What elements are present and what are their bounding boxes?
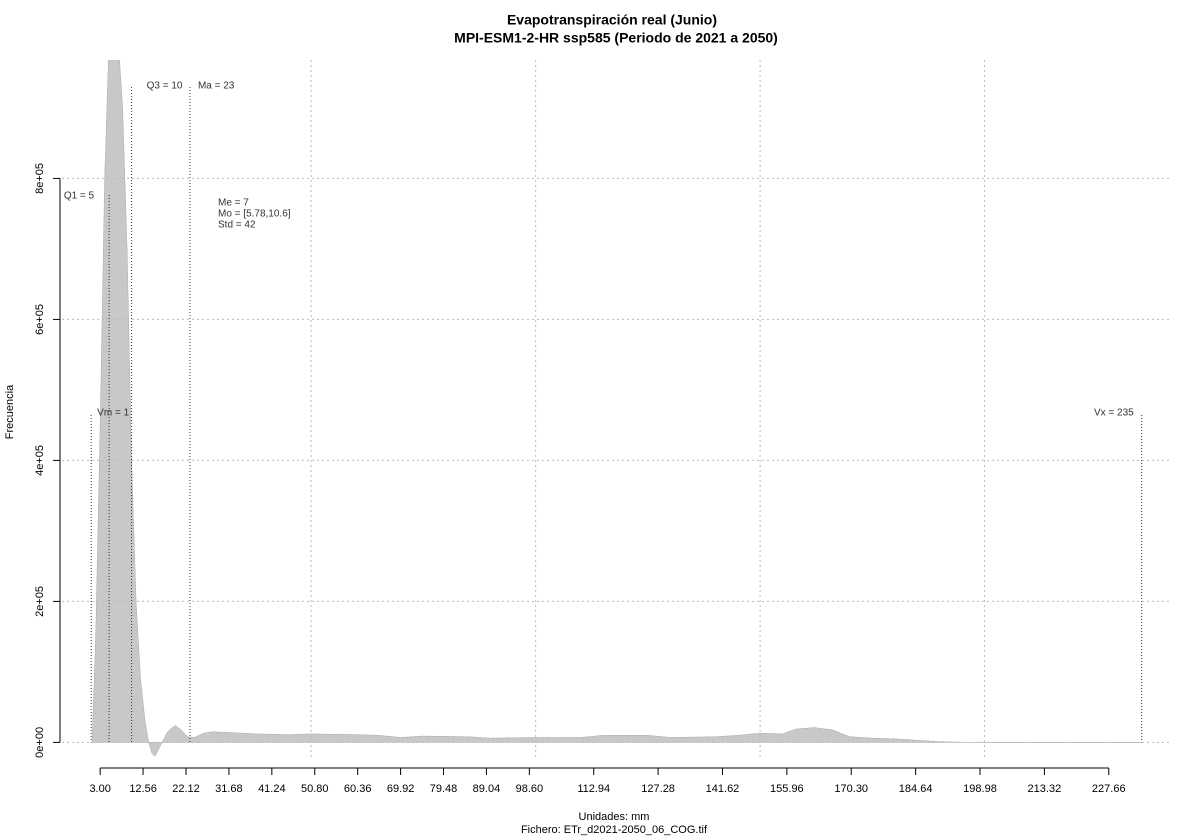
x-tick-label: 22.12 <box>172 783 200 795</box>
x-tick-label: 98.60 <box>516 783 544 795</box>
stat-label: Std = 42 <box>218 220 256 231</box>
x-tick-label: 198.98 <box>963 783 997 795</box>
x-tick-label: 3.00 <box>89 783 110 795</box>
y-axis-label: Frecuencia <box>4 384 16 439</box>
x-tick-label: 12.56 <box>129 783 157 795</box>
x-tick-label: 89.04 <box>473 783 501 795</box>
density-area <box>91 60 1142 757</box>
marker-label: Vm = 1 <box>97 408 129 419</box>
marker-label: Q3 = 10 <box>147 81 183 92</box>
x-tick-label: 127.28 <box>641 783 675 795</box>
chart-subtitle: MPI-ESM1-2-HR ssp585 (Periodo de 2021 a … <box>454 30 778 46</box>
caption: Fichero: ETr_d2021-2050_06_COG.tif <box>521 824 708 836</box>
x-tick-label: 170.30 <box>834 783 868 795</box>
stat-label: Me = 7 <box>218 198 249 209</box>
x-tick-label: 155.96 <box>770 783 804 795</box>
marker-label: Q1 = 5 <box>64 191 95 202</box>
x-tick-label: 41.24 <box>258 783 286 795</box>
plot-area <box>91 60 1142 757</box>
x-tick-label: 112.94 <box>577 783 610 795</box>
y-tick-label: 4e+05 <box>34 445 46 476</box>
y-tick-label: 6e+05 <box>34 304 46 335</box>
x-axis-label: Unidades: mm <box>579 811 650 823</box>
y-tick-label: 0e+00 <box>34 727 46 758</box>
x-tick-label: 213.32 <box>1028 783 1062 795</box>
y-tick-label: 2e+05 <box>34 586 46 617</box>
x-tick-label: 31.68 <box>215 783 243 795</box>
x-tick-label: 141.62 <box>706 783 740 795</box>
marker-label: Ma = 23 <box>198 81 235 92</box>
x-tick-label: 184.64 <box>899 783 933 795</box>
x-tick-label: 50.80 <box>301 783 329 795</box>
x-tick-label: 227.66 <box>1092 783 1126 795</box>
x-tick-label: 69.92 <box>387 783 415 795</box>
chart-title: Evapotranspiración real (Junio) <box>507 12 717 28</box>
marker-label: Vx = 235 <box>1094 408 1134 419</box>
x-tick-label: 79.48 <box>430 783 458 795</box>
y-tick-label: 8e+05 <box>34 163 46 194</box>
stat-label: Mo = [5.78,10.6] <box>218 209 291 220</box>
x-tick-label: 60.36 <box>344 783 372 795</box>
